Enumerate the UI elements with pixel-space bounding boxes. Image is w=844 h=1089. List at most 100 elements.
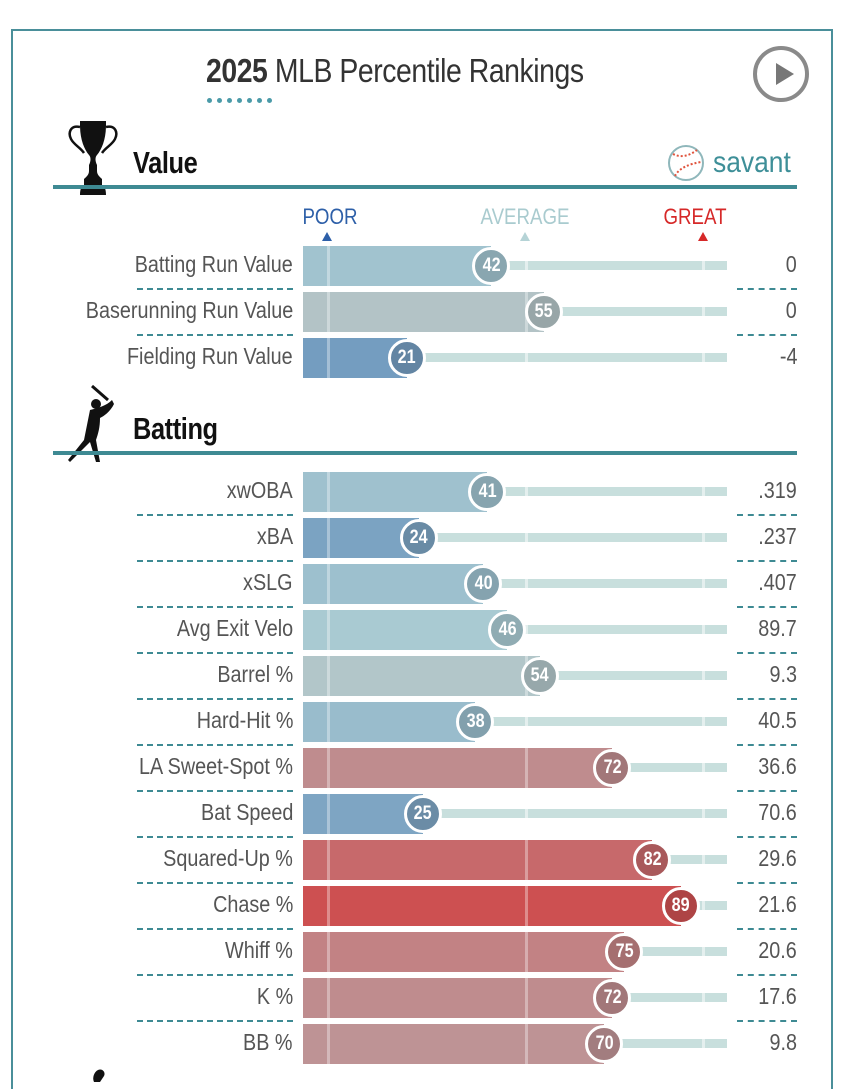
percentile-value: 72 — [603, 987, 622, 1008]
section-divider-value — [53, 185, 797, 189]
bar-tick — [702, 809, 705, 818]
percentile-value: 89 — [671, 895, 690, 916]
percentile-bubble[interactable]: 55 — [524, 293, 563, 331]
metric-value: .237 — [758, 523, 797, 549]
metric-value: -4 — [779, 343, 797, 369]
card-frame — [11, 29, 833, 1089]
metric-row: xSLG 40 .407 — [0, 564, 844, 604]
percentile-bar: 72 — [303, 978, 727, 1018]
row-separator — [737, 514, 797, 516]
percentile-bubble[interactable]: 25 — [403, 795, 442, 833]
bar-tick — [525, 932, 528, 972]
bar-track — [303, 487, 727, 496]
bar-tick — [327, 886, 330, 926]
bar-tick — [525, 533, 528, 542]
percentile-bar: 40 — [303, 564, 727, 604]
row-separator — [137, 974, 293, 976]
bar-tick — [702, 901, 705, 910]
metric-value: 21.6 — [758, 891, 797, 917]
percentile-bar: 46 — [303, 610, 727, 650]
metric-row: xwOBA 41 .319 — [0, 472, 844, 512]
row-separator — [137, 652, 293, 654]
percentile-bubble[interactable]: 72 — [593, 749, 632, 787]
bar-tick — [525, 487, 528, 496]
page-title: 2025 MLB Percentile Rankings — [206, 52, 584, 90]
trophy-icon — [68, 121, 118, 195]
bar-tick — [327, 338, 330, 378]
section-title-batting: Batting — [133, 411, 218, 446]
bar-fill — [303, 656, 540, 696]
bar-tick — [327, 794, 330, 834]
metric-label: K % — [256, 983, 293, 1009]
percentile-bubble[interactable]: 54 — [520, 657, 559, 695]
bar-tick — [525, 261, 528, 270]
bar-tick — [327, 564, 330, 604]
bar-tick — [702, 487, 705, 496]
bar-tick — [702, 1039, 705, 1048]
row-separator — [137, 288, 293, 290]
metric-label: Whiff % — [225, 937, 293, 963]
percentile-bubble[interactable]: 21 — [387, 339, 426, 377]
percentile-bubble[interactable]: 89 — [661, 887, 700, 925]
title-year: 2025 — [206, 52, 268, 89]
metric-label: xSLG — [243, 569, 293, 595]
percentile-bubble[interactable]: 41 — [468, 473, 507, 511]
percentile-value: 25 — [413, 803, 432, 824]
percentile-bubble[interactable]: 75 — [605, 933, 644, 971]
bar-tick — [702, 671, 705, 680]
bar-tick — [525, 809, 528, 818]
percentile-bubble[interactable]: 46 — [488, 611, 527, 649]
percentile-bar: 82 — [303, 840, 727, 880]
section-divider-batting — [53, 451, 797, 455]
bar-tick — [702, 947, 705, 956]
bar-tick — [702, 307, 705, 316]
row-separator — [137, 882, 293, 884]
percentile-bubble[interactable]: 40 — [464, 565, 503, 603]
bar-fill — [303, 246, 492, 286]
bar-fill — [303, 472, 488, 512]
bar-tick — [702, 533, 705, 542]
title-text: MLB Percentile Rankings — [267, 52, 584, 89]
percentile-bubble[interactable]: 42 — [472, 247, 511, 285]
bar-tick — [327, 1024, 330, 1064]
percentile-bubble[interactable]: 82 — [633, 841, 672, 879]
bar-fill — [303, 978, 613, 1018]
metric-label: Barrel % — [217, 661, 293, 687]
metric-row: Whiff % 75 20.6 — [0, 932, 844, 972]
bar-tick — [327, 840, 330, 880]
baseball-icon — [668, 145, 704, 181]
bar-tick — [327, 932, 330, 972]
title-underline-dots — [207, 98, 272, 103]
metric-row: Chase % 89 21.6 — [0, 886, 844, 926]
metric-label: Batting Run Value — [135, 251, 293, 277]
bar-track — [303, 533, 727, 542]
metric-label: xwOBA — [227, 477, 293, 503]
bar-fill — [303, 840, 653, 880]
metric-label: Avg Exit Velo — [176, 615, 293, 641]
play-circle-icon[interactable] — [753, 46, 809, 102]
bar-tick — [327, 518, 330, 558]
bar-tick — [525, 717, 528, 726]
percentile-value: 46 — [498, 619, 517, 640]
metric-label: Bat Speed — [200, 799, 293, 825]
percentile-bar: 24 — [303, 518, 727, 558]
bar-tick — [327, 748, 330, 788]
percentile-bubble[interactable]: 70 — [585, 1025, 624, 1063]
metric-row: Hard-Hit % 38 40.5 — [0, 702, 844, 742]
metric-label: Squared-Up % — [163, 845, 293, 871]
percentile-bubble[interactable]: 38 — [456, 703, 495, 741]
metric-label: xBA — [256, 523, 293, 549]
metric-value: .407 — [758, 569, 797, 595]
batter-icon — [68, 384, 114, 462]
percentile-bar: 70 — [303, 1024, 727, 1064]
row-separator — [137, 836, 293, 838]
row-separator — [737, 1020, 797, 1022]
percentile-bubble[interactable]: 72 — [593, 979, 632, 1017]
savant-logo[interactable]: savant — [667, 143, 801, 183]
metric-label: Fielding Run Value — [127, 343, 293, 369]
metric-label: Baserunning Run Value — [85, 297, 293, 323]
row-separator — [737, 790, 797, 792]
percentile-bubble[interactable]: 24 — [399, 519, 438, 557]
row-separator — [737, 882, 797, 884]
bar-track — [303, 809, 727, 818]
